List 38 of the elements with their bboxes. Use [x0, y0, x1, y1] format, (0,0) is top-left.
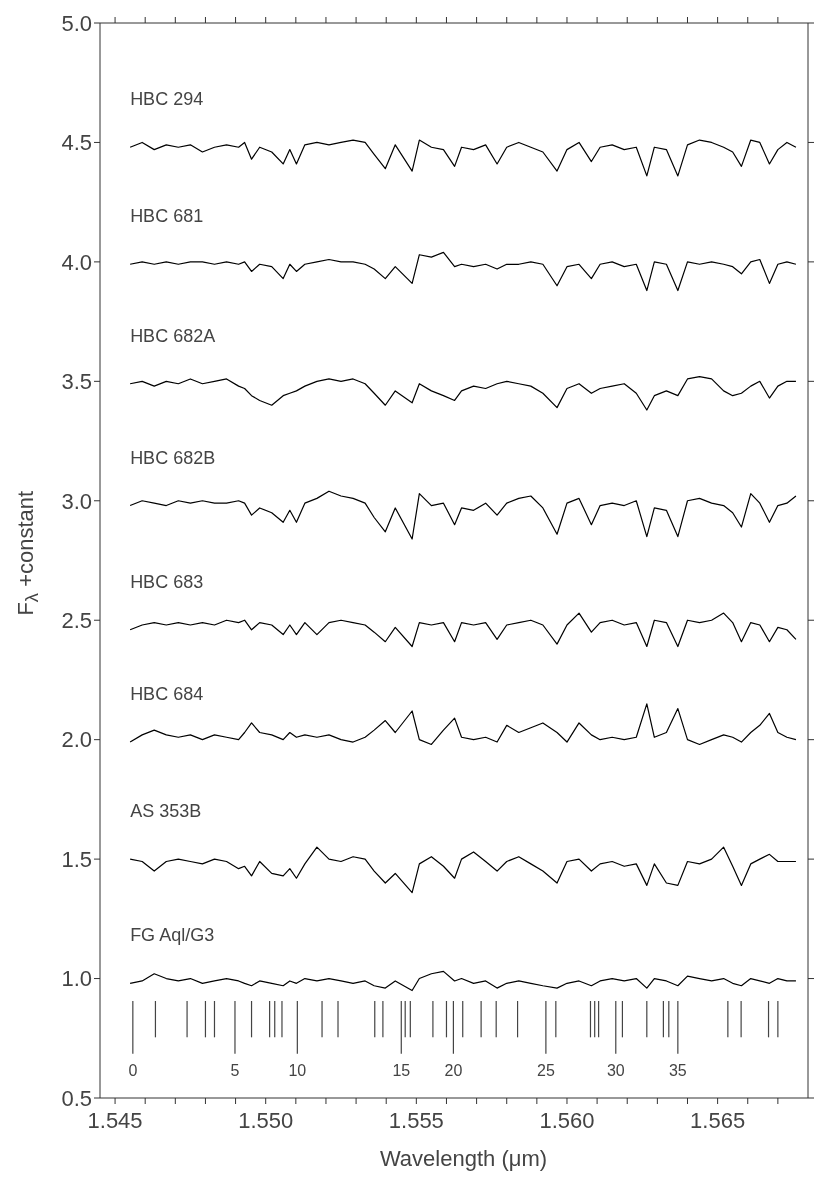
x-tick-label: 1.560 [539, 1107, 595, 1133]
annotation: 25 [536, 1061, 555, 1079]
annotation: 5 [230, 1061, 240, 1079]
annotation: 15 [392, 1061, 411, 1079]
y-tick-label: 4.5 [61, 130, 92, 156]
series-label: HBC 681 [130, 206, 204, 227]
line-series [129, 612, 797, 648]
y-tick-label: 2.0 [61, 727, 92, 753]
annotation: 0 [128, 1061, 138, 1079]
series-label: HBC 682A [130, 325, 216, 346]
y-tick-label: 3.5 [61, 369, 92, 395]
series-label: FG Aql/G3 [130, 925, 215, 946]
x-tick-label: 1.565 [690, 1107, 746, 1133]
annotation: 10 [288, 1061, 307, 1079]
line-series [129, 375, 797, 411]
line-series [129, 846, 797, 894]
y-tick-label: 3.0 [61, 488, 92, 514]
annotation: 20 [444, 1061, 463, 1079]
y-tick-label: 2.5 [61, 608, 92, 634]
series-label: HBC 683 [130, 571, 204, 592]
y-tick-label: 4.0 [61, 249, 92, 275]
series-label: HBC 684 [130, 684, 204, 705]
x-tick-label: 1.555 [388, 1107, 444, 1133]
line-series [129, 490, 797, 540]
text: AS 353B [130, 801, 202, 822]
annotation: 30 [606, 1061, 625, 1079]
y-tick-label: 5.0 [61, 10, 92, 36]
annotation: 35 [668, 1061, 687, 1079]
line-series [129, 251, 797, 292]
y-tick-label: 1.5 [61, 846, 92, 872]
y-tick-label: 1.0 [61, 966, 92, 992]
x-tick-label: 1.550 [238, 1107, 294, 1133]
x-axis-title: Wavelength (μm) [378, 1146, 549, 1172]
series-label: HBC 294 [130, 89, 204, 110]
line-series [129, 139, 797, 177]
line-series [129, 970, 797, 992]
series-label: HBC 682B [130, 447, 216, 468]
line-series [129, 703, 797, 746]
